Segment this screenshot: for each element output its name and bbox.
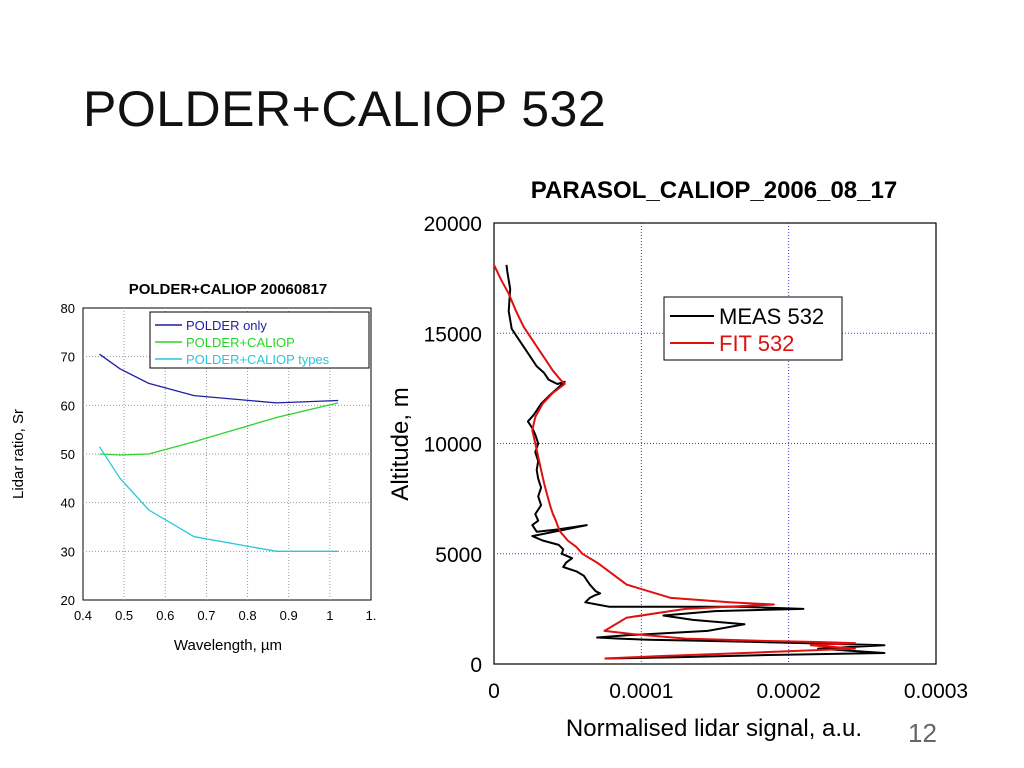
x-tick-label: 0.5 [115,608,133,623]
series-line-polder-only [99,353,339,404]
x-tick-label: 0.0003 [904,680,968,703]
x-tick-label: 1. [366,608,377,623]
series-line-fit-532 [493,264,856,660]
x-tick-label: 0.0002 [757,680,821,703]
lidar-ratio-ticks: 0.4 0.5 0.6 0.7 0.8 0.9 1 1. 20 30 40 50 60 70 80 [61,301,377,623]
y-tick-label: 60 [61,398,75,413]
x-tick-label: 0.6 [156,608,174,623]
x-tick-label: 0.0001 [609,680,673,703]
series-line-polder-caliop [99,402,339,456]
legend-label-polder-caliop-types: POLDER+CALIOP types [186,352,330,367]
y-tick-label: 50 [61,447,75,462]
parasol-caliop-legend-box [663,296,843,361]
legend-label-meas-532: MEAS 532 [719,304,824,329]
parasol-caliop-legend: MEAS 532 FIT 532 [663,296,843,361]
series-line-meas-532 [505,264,886,660]
lidar-ratio-series [98,353,339,552]
lidar-ratio-chart: 0.4 0.5 0.6 0.7 0.8 0.9 1 1. 20 30 40 50 60 70 80 POLD… [10,281,376,654]
legend-label-polder-caliop: POLDER+CALIOP [186,335,295,350]
lidar-ratio-legend-box [149,311,370,369]
y-tick-label: 40 [61,496,75,511]
x-tick-label: 0.8 [239,608,257,623]
page-number: 12 [908,718,937,748]
y-tick-label: 20 [61,593,75,608]
y-tick-label: 0 [470,654,482,677]
lidar-ratio-legend: POLDER only POLDER+CALIOP POLDER+CALIOP … [149,311,370,369]
lidar-ratio-ylabel: Lidar ratio, Sr [10,409,27,499]
parasol-caliop-ticks: 0 0.0001 0.0002 0.0003 0 5000 10000 15000 20000 [424,213,969,703]
y-tick-label: 80 [61,301,75,316]
series-line-polder-caliop-types [98,446,339,552]
legend-label-polder-only: POLDER only [186,318,267,333]
y-tick-label: 15000 [424,323,482,346]
y-tick-label: 70 [61,350,75,365]
parasol-caliop-series [493,264,886,660]
parasol-caliop-title: PARASOL_CALIOP_2006_08_17 [531,177,897,204]
slide-title: POLDER+CALIOP 532 [83,81,607,137]
legend-label-fit-532: FIT 532 [719,331,794,356]
x-tick-label: 0 [488,680,500,703]
parasol-caliop-chart: 0 0.0001 0.0002 0.000305000100001500020000 … [387,177,968,742]
x-tick-label: 0.7 [197,608,215,623]
x-tick-label: 0.4 [74,608,92,623]
x-tick-label: 0.9 [280,608,298,623]
lidar-ratio-xlabel: Wavelength, µm [174,637,282,654]
parasol-caliop-ylabel: Altitude, m [387,387,414,500]
parasol-caliop-xlabel: Normalised lidar signal, a.u. [566,715,862,742]
x-tick-label: 1 [326,608,333,623]
y-tick-label: 20000 [424,213,482,236]
lidar-ratio-title: POLDER+CALIOP 20060817 [129,281,328,298]
y-tick-label: 5000 [435,544,482,567]
y-tick-label: 10000 [424,434,482,457]
y-tick-label: 30 [61,544,75,559]
